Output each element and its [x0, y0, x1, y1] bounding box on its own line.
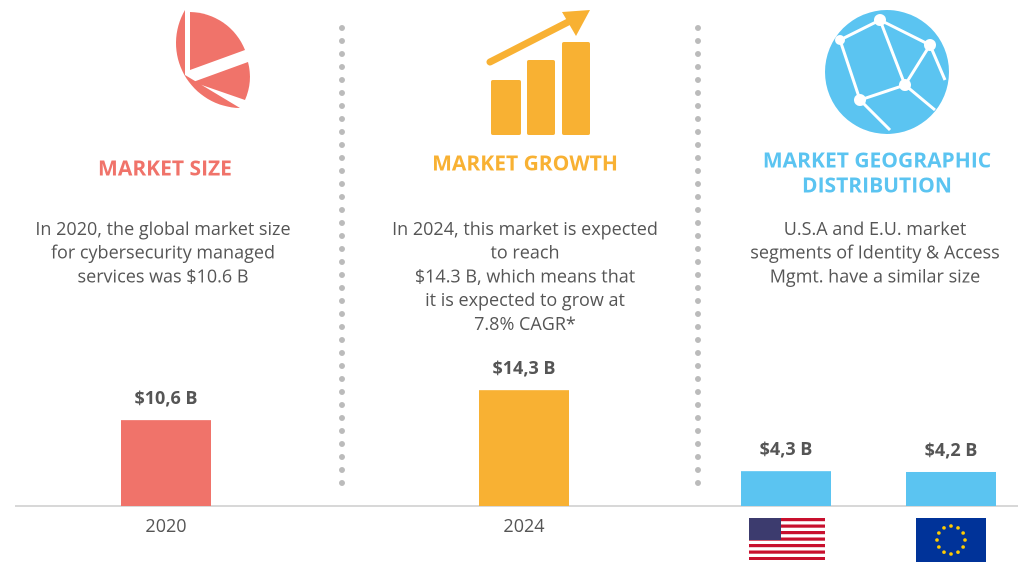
panel-text: to reach: [490, 241, 559, 265]
panel-title: MARKET GROWTH: [432, 150, 618, 178]
value-label: $14,3 B: [492, 356, 555, 380]
panel-text: U.S.A and E.U. market: [784, 217, 967, 241]
bar: [121, 420, 211, 506]
panel-text: services was $10.6 B: [78, 264, 249, 288]
panel-text: 7.8% CAGR*: [474, 312, 576, 336]
category-label: 2024: [503, 514, 544, 538]
panel-text: it is expected to grow at: [425, 288, 625, 312]
bar: [741, 471, 831, 506]
panel-title: DISTRIBUTION: [802, 172, 952, 200]
panel-title: MARKET SIZE: [98, 155, 232, 183]
panel-text: segments of Identity & Access: [750, 241, 999, 265]
panel-text: for cybersecurity managed: [51, 241, 275, 265]
star: [949, 552, 953, 556]
eu-flag: [916, 518, 986, 562]
star: [949, 524, 953, 528]
star: [935, 538, 939, 542]
pie-icon: [175, 10, 250, 108]
us-flag: [749, 518, 825, 560]
star: [942, 550, 946, 554]
panel-text: Mgmt. have a similar size: [770, 264, 981, 288]
star: [963, 538, 967, 542]
star: [961, 531, 965, 535]
globe-icon: [825, 10, 949, 134]
bar: [479, 390, 569, 506]
star: [942, 526, 946, 530]
panel-text: $14.3 B, which means that: [415, 264, 635, 288]
star: [961, 545, 965, 549]
value-label: $10,6 B: [134, 386, 197, 410]
star: [956, 526, 960, 530]
star: [956, 550, 960, 554]
value-label: $4,3 B: [760, 437, 813, 461]
panel-text: In 2020, the global market size: [35, 217, 290, 241]
growth-icon: [486, 10, 590, 135]
star: [937, 531, 941, 535]
panel-title: MARKET GEOGRAPHIC: [763, 147, 991, 175]
bar: [906, 471, 996, 506]
panel-text: In 2024, this market is expected: [392, 217, 658, 241]
value-label: $4,2 B: [925, 438, 978, 462]
category-label: 2020: [145, 514, 186, 538]
star: [937, 545, 941, 549]
